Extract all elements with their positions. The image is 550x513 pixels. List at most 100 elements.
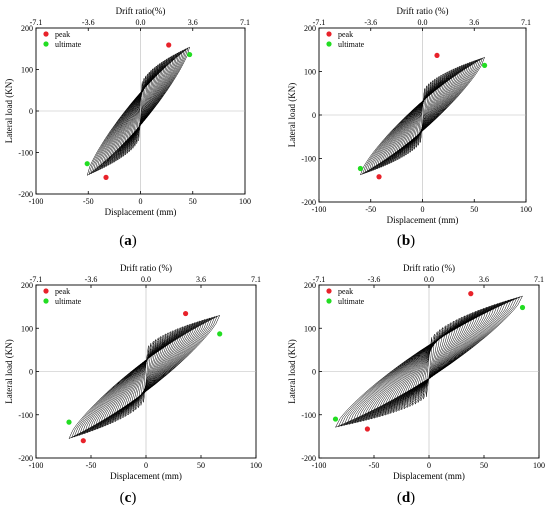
legend-marker-ultimate-a <box>43 41 49 47</box>
legend-label-ultimate-c: ultimate <box>55 297 82 306</box>
hysteresis-loop-a-4 <box>132 73 148 149</box>
caption-a: (a) <box>119 233 137 249</box>
legend-marker-peak-b <box>326 31 332 37</box>
hysteresis-loop-d-1 <box>426 337 433 397</box>
legend-marker-ultimate-d <box>326 298 332 304</box>
top-tick-label-c-4: 7.1 <box>251 275 261 284</box>
hysteresis-loop-d-20 <box>373 307 485 419</box>
legend-label-peak-d: peak <box>338 287 353 296</box>
top-tick-label-d-4: 7.1 <box>534 275 544 284</box>
y-tick-label-d-3: 100 <box>304 324 316 333</box>
hysteresis-loop-d-8 <box>406 321 452 409</box>
caption-b: (b) <box>396 233 416 249</box>
hysteresis-loop-a-7 <box>126 68 154 154</box>
ultimate-point-a-1 <box>84 161 90 167</box>
hysteresis-loop-d-26 <box>357 302 501 423</box>
x-tick-label-a-2: 0 <box>139 197 143 206</box>
peak-point-d-0 <box>468 291 474 297</box>
caption-b-letter: b <box>401 233 411 249</box>
hysteresis-loops-c <box>68 314 221 440</box>
x-tick-label-d-0: -100 <box>312 461 327 470</box>
hysteresis-loops-a <box>86 46 191 177</box>
x-tick-label-b-1: -50 <box>365 205 376 214</box>
hysteresis-loop-d-17 <box>381 310 477 417</box>
x-axis-title-d: Displacement (mm) <box>393 471 465 481</box>
peak-point-a-0 <box>166 42 172 48</box>
legend-label-peak-a: peak <box>55 30 70 39</box>
y-tick-label-d-1: -100 <box>301 411 316 420</box>
peak-point-d-1 <box>364 426 370 432</box>
y-tick-label-d-4: 200 <box>304 281 316 290</box>
top-tick-label-c-1: -3.6 <box>85 275 98 284</box>
hysteresis-loop-a-9 <box>123 65 157 157</box>
x-tick-label-b-2: 0 <box>421 205 425 214</box>
hysteresis-loop-a-2 <box>136 78 145 144</box>
top-tick-label-c-3: 3.6 <box>196 275 206 284</box>
hysteresis-loop-c-7 <box>127 334 164 416</box>
ultimate-point-c-1 <box>66 419 72 425</box>
top-tick-label-b-1: -3.6 <box>364 18 377 27</box>
hysteresis-loop-d-34 <box>334 295 524 428</box>
hysteresis-loop-d-33 <box>337 296 521 428</box>
hysteresis-loop-a-12 <box>117 62 162 162</box>
legend-label-ultimate-d: ultimate <box>338 297 365 306</box>
y-tick-label-c-0: -200 <box>18 454 33 463</box>
top-tick-label-c-0: -7.1 <box>30 275 43 284</box>
top-tick-label-b-0: -7.1 <box>313 18 326 27</box>
legend-marker-ultimate-b <box>326 41 332 47</box>
y-tick-label-b-3: 100 <box>304 68 316 77</box>
y-tick-label-b-2: 0 <box>312 111 316 120</box>
hysteresis-loop-b-3 <box>416 83 429 148</box>
x-tick-label-d-4: 100 <box>533 461 545 470</box>
y-tick-label-b-4: 200 <box>304 24 316 33</box>
hysteresis-loop-a-1 <box>138 81 143 141</box>
peak-point-c-1 <box>80 438 86 444</box>
hysteresis-loop-a-28 <box>86 46 191 177</box>
hysteresis-loop-d-11 <box>398 317 460 412</box>
x-tick-label-b-0: -100 <box>312 205 327 214</box>
top-tick-label-b-3: 3.6 <box>469 18 479 27</box>
legend-marker-peak-a <box>43 31 49 37</box>
y-axis-title-a: Lateral load (KN) <box>4 79 14 143</box>
hysteresis-loop-b-5 <box>411 80 434 152</box>
y-tick-label-d-0: -200 <box>301 454 316 463</box>
ultimate-point-a-0 <box>187 51 193 58</box>
y-tick-label-a-4: 200 <box>21 24 33 33</box>
hysteresis-loop-d-24 <box>362 303 496 422</box>
hysteresis-loop-d-30 <box>346 298 512 426</box>
hysteresis-loop-d-15 <box>387 312 471 415</box>
hysteresis-loop-a-17 <box>107 56 171 167</box>
x-tick-label-d-3: 50 <box>480 461 488 470</box>
y-tick-label-a-1: -100 <box>18 149 33 158</box>
x-tick-label-d-2: 0 <box>427 461 431 470</box>
hysteresis-loop-a-6 <box>128 70 152 152</box>
legend-marker-peak-d <box>326 288 332 294</box>
peak-point-a-1 <box>103 174 109 180</box>
hysteresis-loop-d-4 <box>417 329 441 403</box>
legend-label-ultimate-a: ultimate <box>55 40 82 49</box>
hysteresis-loop-d-9 <box>403 320 455 410</box>
hysteresis-loop-d-32 <box>340 297 518 427</box>
x-tick-label-d-1: -50 <box>369 461 380 470</box>
hysteresis-loop-b-30 <box>359 56 486 176</box>
peak-point-b-1 <box>376 174 382 180</box>
y-axis-title-c: Lateral load (KN) <box>4 339 14 403</box>
y-tick-label-b-0: -200 <box>301 198 316 207</box>
hysteresis-loop-b-6 <box>409 78 436 153</box>
hysteresis-loop-d-28 <box>351 300 507 425</box>
legend-label-peak-c: peak <box>55 287 70 296</box>
hysteresis-loop-c-28 <box>73 316 216 438</box>
top-axis-title-d: Drift ratio (%) <box>403 263 455 273</box>
x-tick-label-a-0: -100 <box>29 197 44 206</box>
ultimate-point-b-0 <box>482 62 488 69</box>
y-tick-label-a-2: 0 <box>29 107 33 116</box>
hysteresis-loop-d-5 <box>415 327 444 405</box>
hysteresis-loop-d-10 <box>401 318 457 411</box>
hysteresis-loop-a-23 <box>96 50 182 172</box>
hysteresis-loop-d-6 <box>412 325 446 406</box>
top-axis-title-b: Drift ratio (%) <box>397 6 449 16</box>
